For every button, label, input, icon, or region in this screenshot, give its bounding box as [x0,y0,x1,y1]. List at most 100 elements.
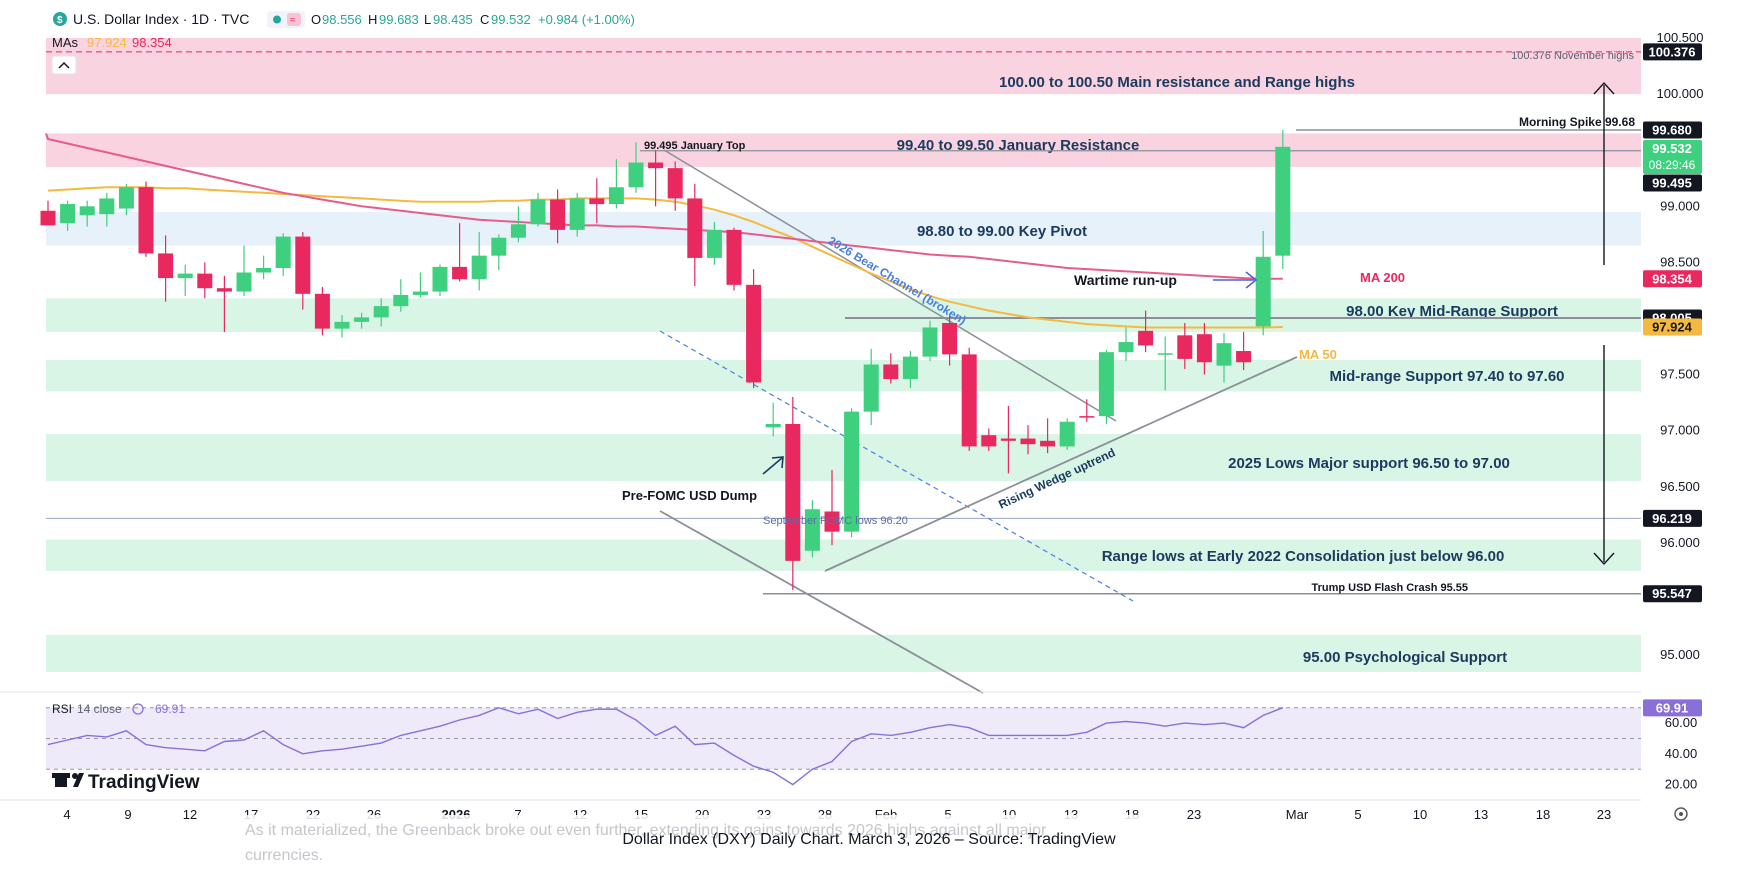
candle-body [608,187,624,205]
candle [158,235,174,302]
candle [785,397,801,591]
candle-body [706,229,722,258]
price-tag-label: 99.495 [1652,176,1692,191]
price-axis-ticks: 100.500 100.000 99.000 98.500 97.500 97.000 96… [1657,30,1704,662]
svg-text:≈: ≈ [290,15,296,26]
candle-body [844,411,860,532]
candle [295,232,311,310]
price-tick-label: 99.000 [1660,198,1700,213]
bear-channel-lower-line [659,330,1134,602]
candle-body [628,162,644,188]
ma200-value: 98.354 [132,35,172,50]
candle [804,500,820,558]
zone-label: Range lows at Early 2022 Consolidation j… [1102,548,1505,565]
candle [118,183,134,216]
candle-body [942,322,958,355]
candle [40,200,56,226]
candle [628,142,644,193]
candle-body [1177,335,1193,359]
candle [765,402,781,437]
candle-body [295,236,311,294]
time-tick-label: 23 [1187,807,1201,822]
annotation-january-top: 99.495 January Top [644,140,746,152]
candle-body [1079,416,1095,418]
candle-body [1196,334,1212,363]
candle [863,348,879,426]
rsi-refresh-icon [132,703,144,715]
zones-layer: 100.00 to 100.50 Main resistance and Ran… [46,38,1641,672]
symbol-title[interactable]: U.S. Dollar Index · 1D · TVC [73,11,249,27]
candle-body [1040,440,1056,447]
price-tag-label: 99.680 [1652,123,1692,138]
time-tick-label: 23 [1597,807,1611,822]
candle-body [471,255,487,280]
time-tick-label: 13 [1474,807,1488,822]
mas-label[interactable]: MAs [52,35,79,50]
price-tag-label: 95.547 [1652,586,1692,601]
candle-body [138,187,154,254]
annotation-ma50: MA 50 [1299,347,1337,362]
ma50-value: 97.924 [87,35,127,50]
candle [922,320,938,362]
zone-support [46,634,1641,672]
candle-body [40,210,56,226]
candle-body [99,198,115,215]
candle-body [902,356,918,380]
time-tick-label: 12 [183,807,197,822]
candle [432,264,448,297]
price-tick-label: 96.500 [1660,479,1700,494]
collapse-legend-button[interactable] [51,55,77,75]
candle [354,312,370,329]
annotation-wartime: Wartime run-up [1074,272,1177,288]
settings-icon[interactable] [1674,807,1688,821]
candle-body [373,306,389,318]
candle [726,227,742,291]
ma200-line [45,133,1283,280]
rsi-value: 69.91 [155,702,185,716]
rsi-tick-label: 40.00 [1665,746,1698,761]
candle [1196,322,1212,375]
candle [393,279,409,312]
price-tag: 96.219 [1643,509,1702,527]
candle [961,347,977,451]
candle-body [785,423,801,561]
candle-body [60,204,76,224]
candle-body [177,273,193,279]
candle [1000,406,1016,474]
price-tick-label: 100.000 [1657,86,1704,101]
candle [1059,418,1075,450]
price-tag-label: 96.219 [1652,511,1692,526]
zone-resistance [46,38,1641,95]
price-tag: 98.354 [1643,270,1702,288]
zone-label: 99.40 to 99.50 January Resistance [897,137,1140,154]
annotation-ma200: MA 200 [1360,270,1405,285]
candle [471,232,487,291]
price-tag-box [1643,270,1702,288]
price-tag: 97.924 [1643,318,1702,336]
candle [667,161,683,211]
candle-body [1000,438,1016,441]
candle-body [334,321,350,329]
high-label: H [368,12,377,27]
candle [1040,418,1056,454]
candle [706,222,722,265]
price-tag-box [1643,174,1702,192]
price-tag-box [1643,509,1702,527]
candle-body [393,294,409,307]
candle-body [569,198,585,230]
candle [1157,336,1173,391]
candle [1177,322,1193,369]
candle-body [726,229,742,285]
price-tick-label: 100.500 [1657,30,1704,45]
candle [236,245,252,297]
price-tag-box [1643,121,1702,139]
zone-support [46,539,1641,571]
candle-body [118,187,134,209]
tradingview-logo[interactable]: TradingView [52,772,200,793]
change-value: +0.984 (+1.00%) [538,12,635,27]
candle-body [687,198,703,258]
candle [1236,331,1252,371]
zone-support [46,434,1641,482]
